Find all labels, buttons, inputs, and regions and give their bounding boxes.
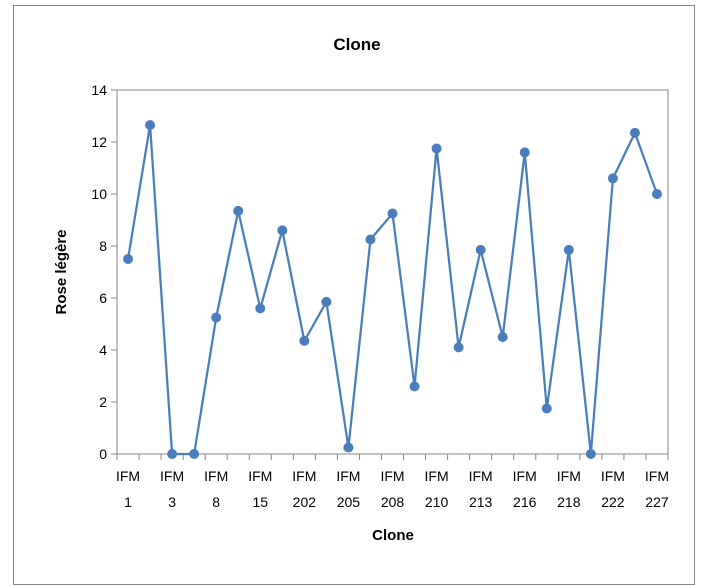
x-tick-label: IFM <box>116 468 140 484</box>
y-axis-title: Rose légère <box>53 229 70 314</box>
y-tick-label: 14 <box>91 82 107 98</box>
y-tick-label: 6 <box>99 290 107 306</box>
x-tick-label: 222 <box>601 494 625 510</box>
x-tick-label: 227 <box>645 494 669 510</box>
data-point <box>211 312 222 323</box>
data-point <box>321 296 332 307</box>
x-tick-label: 3 <box>168 494 176 510</box>
x-tick-label: IFM <box>557 468 581 484</box>
data-point <box>387 208 398 219</box>
x-tick-label: 15 <box>252 494 268 510</box>
x-tick-label: IFM <box>380 468 404 484</box>
x-tick-label: 208 <box>381 494 405 510</box>
data-point <box>277 225 288 236</box>
data-point <box>585 449 596 459</box>
data-point <box>189 449 200 459</box>
x-tick-label: IFM <box>248 468 272 484</box>
line-chart: Clone 0 2 4 6 8 10 12 14 IFM 1 IFM 3 IFM 8 IFM 15 IFM 20… <box>53 35 669 544</box>
x-tick-label: 218 <box>557 494 581 510</box>
x-tick-label: 205 <box>337 494 361 510</box>
x-tick-label: IFM <box>292 468 316 484</box>
x-tick-label: IFM <box>645 468 669 484</box>
x-tick-label: 213 <box>469 494 493 510</box>
x-tick-label: IFM <box>336 468 360 484</box>
data-point <box>541 403 552 414</box>
data-point <box>607 173 618 184</box>
y-tick-label: 2 <box>99 394 107 410</box>
chart-title: Clone <box>333 35 380 54</box>
data-point <box>365 234 376 245</box>
x-tick-label: 8 <box>212 494 220 510</box>
y-axis: 0 2 4 6 8 10 12 14 <box>91 82 118 462</box>
data-point <box>475 244 486 255</box>
data-point <box>343 442 354 453</box>
y-tick-label: 10 <box>91 186 107 202</box>
data-point <box>409 381 420 392</box>
data-point <box>497 332 508 342</box>
x-axis: IFM 1 IFM 3 IFM 8 IFM 15 IFM 202 IFM 205 IFM 208 IFM 21… <box>116 453 669 510</box>
y-tick-label: 8 <box>99 238 107 254</box>
x-axis-title: Clone <box>372 527 414 544</box>
x-tick-label: IFM <box>469 468 493 484</box>
x-tick-label: IFM <box>160 468 184 484</box>
x-tick-label: 1 <box>124 494 132 510</box>
y-tick-label: 4 <box>99 342 107 358</box>
data-point <box>431 143 442 154</box>
data-point <box>519 147 530 158</box>
data-point <box>167 449 178 459</box>
data-point <box>629 127 640 138</box>
x-tick-label: 216 <box>513 494 537 510</box>
data-point <box>145 120 156 131</box>
x-tick-label: 210 <box>425 494 449 510</box>
data-series <box>123 120 662 459</box>
x-tick-label: IFM <box>204 468 228 484</box>
data-point <box>255 303 266 314</box>
series-line <box>126 123 659 456</box>
x-tick-label: 202 <box>293 494 317 510</box>
x-tick-label: IFM <box>601 468 625 484</box>
data-point <box>123 254 134 264</box>
data-point <box>233 205 244 216</box>
data-point <box>453 342 464 353</box>
x-tick-label: IFM <box>425 468 449 484</box>
y-tick-label: 12 <box>91 134 107 150</box>
data-point <box>651 189 662 199</box>
data-point <box>563 244 574 255</box>
x-tick-label: IFM <box>513 468 537 484</box>
chart-frame <box>13 5 695 585</box>
y-tick-label: 0 <box>99 446 107 462</box>
data-point <box>299 335 310 346</box>
